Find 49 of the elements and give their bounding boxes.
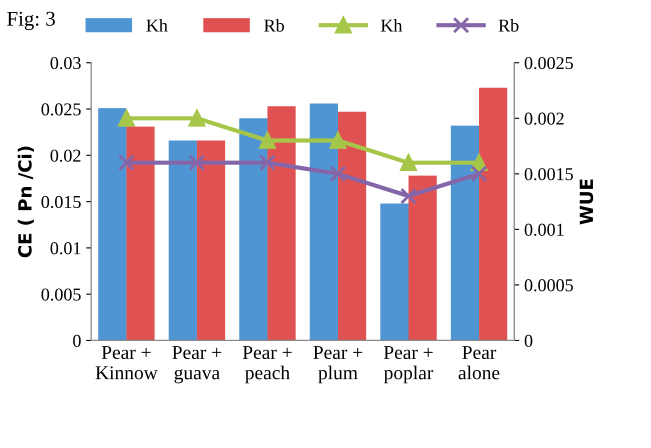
x-tick-label: Pear alone: [458, 346, 500, 380]
point: [188, 110, 206, 127]
bar: [267, 106, 296, 340]
x-tick-label: Pear + peach: [242, 346, 292, 384]
legend-label: Kh: [380, 18, 402, 32]
point: [330, 132, 346, 149]
y-axis-title: CE ( Pn /Ci): [18, 146, 34, 258]
y2-tick-label: 0.001: [524, 224, 564, 236]
y2-tick-label: 0: [524, 334, 532, 347]
x-tick-label: Pear + guava: [172, 346, 222, 384]
point: [330, 165, 346, 182]
y-tick-label: 0: [73, 334, 81, 347]
bar: [126, 126, 155, 340]
bar: [239, 118, 268, 340]
point: [400, 154, 417, 172]
bar: [479, 88, 508, 340]
x-tick-label: Pear + poplar: [384, 346, 434, 384]
legend-label: Rb: [498, 18, 518, 32]
y2-tick-label: 0.002: [524, 112, 564, 125]
y2-axis-title: WUE: [580, 179, 594, 225]
y-tick-label: 0.02: [50, 150, 80, 162]
bar: [98, 108, 126, 340]
bar: [310, 103, 338, 340]
x-tick-label: Pear + Kinnow: [96, 346, 158, 380]
bar: [408, 176, 437, 340]
point: [188, 154, 206, 172]
bar: [380, 203, 408, 340]
point: [259, 154, 276, 172]
y-tick-label: 0.005: [41, 288, 81, 301]
legend-label: Kh: [146, 18, 168, 32]
bar: [338, 112, 366, 340]
point: [118, 154, 135, 172]
point: [118, 110, 135, 127]
y-tick-label: 0.01: [50, 242, 80, 254]
point: [470, 165, 488, 182]
point: [259, 132, 276, 149]
point: [400, 188, 417, 204]
y2-tick-label: 0.0005: [524, 279, 573, 292]
chart-title: Fig: 3: [7, 12, 55, 30]
bar: [450, 126, 480, 340]
y-tick-label: 0.015: [41, 196, 81, 208]
bar: [168, 140, 197, 340]
y2-tick-label: 0.0025: [524, 56, 573, 70]
y2-tick-label: 0.0015: [524, 168, 573, 180]
legend-label: Rb: [264, 18, 284, 32]
y-tick-label: 0.03: [50, 56, 81, 70]
y-tick-label: 0.025: [41, 103, 81, 116]
bar: [196, 140, 226, 340]
x-tick-label: Pear + plum: [313, 346, 362, 384]
